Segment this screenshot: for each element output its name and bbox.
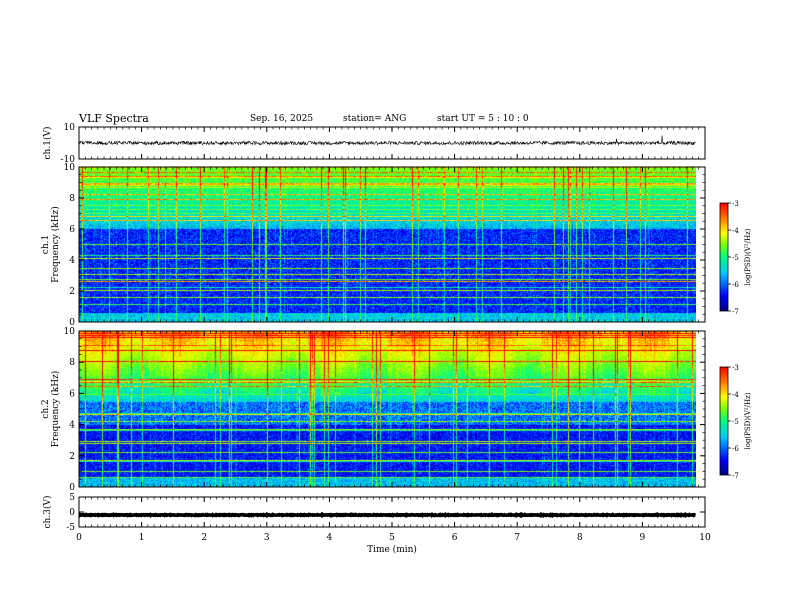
x-tick-label: 6 [452,533,458,543]
ch1-spectrogram-image [79,167,696,322]
y-tick-label: 6 [69,225,75,235]
x-tick-label: 9 [640,533,646,543]
colorbar-tick-label: -5 [732,418,739,426]
date-label: Sep. 16, 2025 [250,114,314,124]
y-tick-label: 8 [69,194,75,204]
colorbar-2 [719,366,729,476]
channel-label: ch.1 [41,235,51,254]
y-axis-label: Frequency (kHz) [50,206,61,283]
y-tick-label: 0 [69,508,75,518]
channel-label: ch.2 [41,399,51,418]
y-tick-label: 0 [69,483,75,493]
ch3-waveform-trace [78,511,697,519]
x-tick-label: 0 [76,533,82,543]
y-tick-label: 6 [69,389,75,399]
start-time-label: start UT = 5 : 10 : 0 [437,114,529,124]
colorbar-tick-label: -5 [732,254,739,262]
x-tick-label: 8 [577,533,583,543]
colorbar-tick-label: -3 [732,364,739,372]
x-tick-label: 7 [514,533,520,543]
y-tick-label: 4 [69,421,75,431]
y-tick-label: 10 [64,163,76,173]
y-tick-label: 2 [69,287,75,297]
station-label: station= ANG [343,114,407,124]
colorbar-tick-label: -7 [732,308,739,316]
colorbar-tick-label: -4 [732,227,739,235]
colorbar-tick-label: -3 [732,200,739,208]
colorbar-tick-label: -6 [732,445,739,453]
ch1-waveform-trace [78,135,696,146]
colorbar-tick-label: -4 [732,391,739,399]
y-axis-label: ch.3(V) [42,496,53,529]
y-tick-label: 2 [69,452,75,462]
y-tick-label: 0 [69,318,75,328]
x-tick-label: 4 [327,533,333,543]
figure-title: VLF Spectra [79,112,149,125]
y-axis-label: Frequency (kHz) [50,371,61,448]
y-tick-label: -10 [61,155,76,165]
x-tick-label: 3 [264,533,270,543]
y-axis-label: ch.1(V) [42,127,53,160]
colorbar-tick-label: -7 [732,472,739,480]
colorbar-label: log(PSD)(V²/Hz) [744,392,752,449]
y-tick-label: 8 [69,358,75,368]
colorbar-label: log(PSD)(V²/Hz) [744,228,752,285]
x-tick-label: 2 [201,533,207,543]
y-tick-label: 5 [69,493,75,503]
y-tick-label: 4 [69,256,75,266]
y-tick-label: -5 [66,523,75,533]
x-tick-label: 10 [699,533,711,543]
x-axis-label: Time (min) [367,544,417,555]
x-tick-label: 5 [389,533,395,543]
y-tick-label: 10 [64,123,76,133]
x-tick-label: 1 [139,533,145,543]
colorbar-1 [719,202,729,312]
y-tick-label: 10 [64,327,76,337]
ch2-spectrogram-image [79,331,696,487]
colorbar-tick-label: -6 [732,281,739,289]
